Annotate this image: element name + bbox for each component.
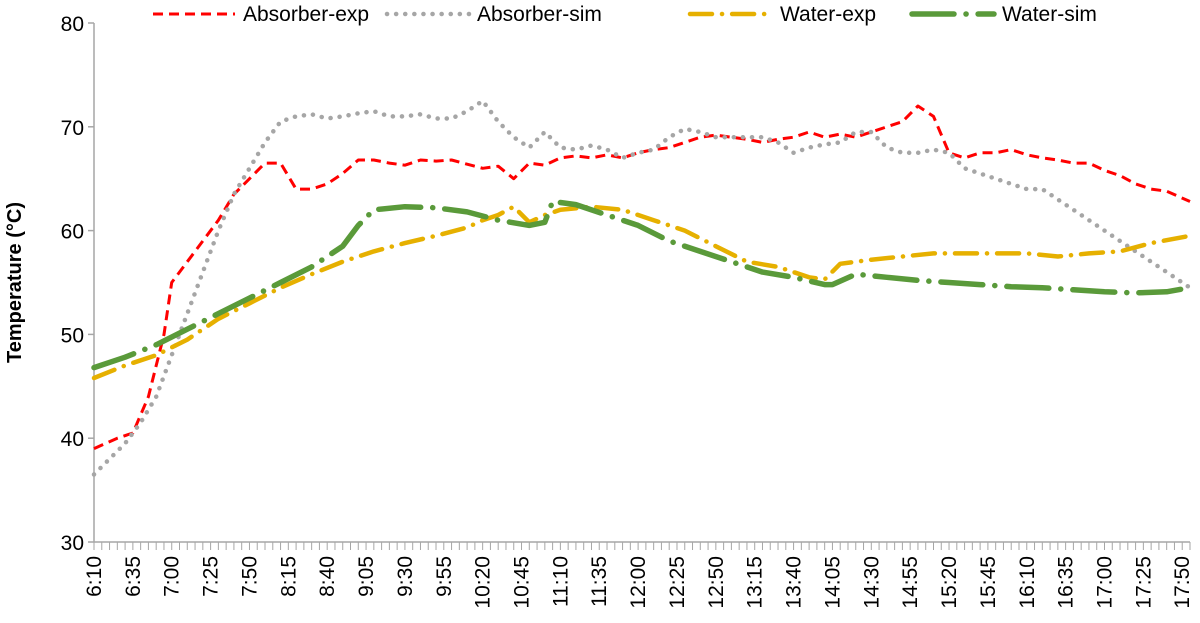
x-tick-label: 13:40 xyxy=(783,556,806,609)
y-tick-label: 80 xyxy=(61,13,84,36)
x-tick-label: 16:10 xyxy=(1016,556,1039,609)
x-tick-label: 6:35 xyxy=(122,556,145,597)
x-tick-label: 7:50 xyxy=(238,556,261,597)
legend-label: Water-exp xyxy=(780,3,876,26)
y-tick-label: 30 xyxy=(61,532,84,555)
x-tick-label: 11:10 xyxy=(549,556,572,607)
x-tick-label: 10:20 xyxy=(472,556,495,609)
x-tick-label: 9:55 xyxy=(433,556,456,597)
x-tick-label: 13:15 xyxy=(744,556,767,609)
x-tick-label: 12:25 xyxy=(666,556,689,609)
y-tick-label: 70 xyxy=(61,117,84,140)
x-tick-label: 12:00 xyxy=(627,556,650,609)
x-tick-label: 14:55 xyxy=(899,556,922,609)
x-tick-label: 17:00 xyxy=(1093,556,1116,609)
y-axis-label: Temperature (°C) xyxy=(4,202,26,363)
x-tick-label: 17:50 xyxy=(1171,556,1194,609)
x-tick-label: 7:00 xyxy=(161,556,184,597)
x-tick-label: 9:30 xyxy=(394,556,417,597)
x-tick-label: 11:35 xyxy=(588,556,611,607)
y-tick-label: 40 xyxy=(61,428,84,451)
x-ticks: 6:10 6:35 7:00 7:25 7:50 8:15 8:40 9:05 9:30 9:55… xyxy=(83,542,1194,609)
x-tick-label: 15:20 xyxy=(938,556,961,609)
series-line-absorber-exp xyxy=(93,104,1191,450)
x-tick-label: 16:35 xyxy=(1055,556,1078,609)
y-tick-label: 50 xyxy=(61,324,84,347)
series-line-absorber-sim xyxy=(91,98,1193,477)
y-ticks: 30 40 50 60 70 80 xyxy=(61,13,94,555)
plot-area: 30 40 50 60 70 80 6:10 6:35 7:00 7:25 7:50 8:15 8:4… xyxy=(61,13,1195,609)
x-tick-label: 12:50 xyxy=(705,556,728,609)
legend-label: Absorber-sim xyxy=(477,3,602,26)
series-group xyxy=(91,98,1193,477)
legend-label: Absorber-exp xyxy=(243,3,369,26)
x-tick-label: 9:05 xyxy=(355,556,378,597)
x-tick-label: 7:25 xyxy=(200,556,223,597)
x-tick-label: 8:40 xyxy=(316,556,339,597)
x-tick-label: 15:45 xyxy=(977,556,1000,609)
x-tick-label: 6:10 xyxy=(83,556,106,597)
legend-item: Water-exp xyxy=(687,3,876,26)
legend-label: Water-sim xyxy=(1002,3,1097,26)
series-line-water-exp xyxy=(91,204,1193,381)
legend-item: Absorber-sim xyxy=(384,3,602,26)
x-tick-label: 14:30 xyxy=(860,556,883,609)
x-tick-label: 17:25 xyxy=(1132,556,1155,609)
legend: Absorber-exp Absorber-sim Water-exp Water-s… xyxy=(153,3,1097,26)
x-tick-label: 14:05 xyxy=(821,556,844,609)
legend-item: Water-sim xyxy=(909,3,1097,26)
y-tick-label: 60 xyxy=(61,221,84,244)
x-tick-label: 10:45 xyxy=(511,556,534,609)
x-tick-label: 8:15 xyxy=(277,556,300,597)
legend-item: Absorber-exp xyxy=(153,3,369,26)
series-line-water-sim xyxy=(91,198,1193,371)
